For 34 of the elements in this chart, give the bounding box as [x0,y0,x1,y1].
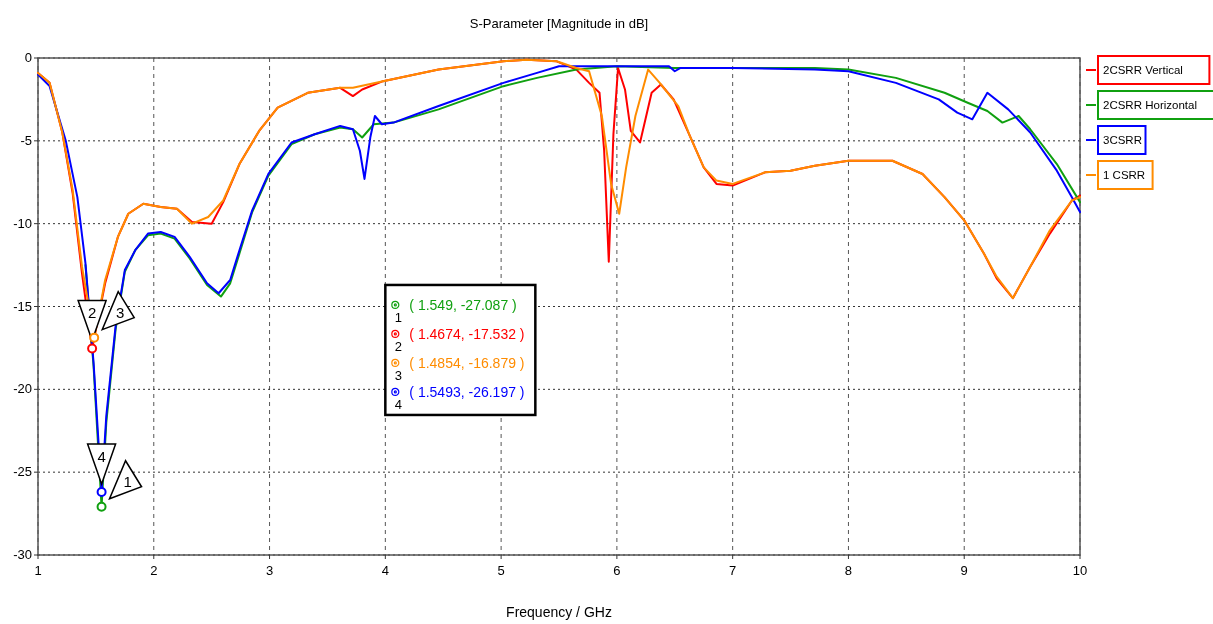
legend-label: 2CSRR Vertical [1103,64,1183,76]
x-tick-label: 10 [1072,563,1088,578]
x-tick-label: 9 [960,563,968,578]
x-axis-title: Frequency / GHz [506,604,612,620]
annotation: ( 1.5493, -26.197 ) [409,383,525,400]
x-tick-label: 2 [150,563,158,578]
y-tick-label: -20 [13,381,32,397]
annotation: ( 1.4674, -17.532 ) [409,325,525,342]
legend-label: 1 CSRR [1103,169,1146,181]
x-tick-label: 4 [381,563,389,578]
y-tick-label: -30 [13,547,32,562]
x-tick-label: 5 [497,563,505,578]
y-tick-label: 0 [24,50,32,65]
annotation: ( 1.549, -27.087 ) [409,296,517,313]
x-tick-label: 8 [844,563,853,578]
chart-title: S-Parameter [Magnitude in dB] [469,16,649,31]
x-tick-label: 7 [729,563,737,578]
annotation: 3 [116,303,125,321]
annotation: 2 [87,304,97,322]
y-tick-label: -10 [13,215,32,231]
marker-key: 3 ( 1.4854, -16.879 ) [391,354,525,383]
x-tick-label: 1 [34,563,42,578]
x-tick-label: 3 [265,563,274,578]
marker-key: 4 ( 1.5493, -26.197 ) [391,383,525,412]
y-tick-label: -5 [20,132,32,148]
legend-label: 3CSRR [1103,134,1142,146]
annotation: 1 [123,472,132,490]
y-tick-label: -15 [13,298,32,314]
x-tick-label: 6 [613,563,621,578]
marker-key: 2 ( 1.4674, -17.532 ) [391,325,525,354]
legend-label: 2CSRR Horizontal [1103,99,1197,111]
marker-key: 1 ( 1.549, -27.087 ) [391,296,517,325]
annotation: ( 1.4854, -16.879 ) [409,354,525,371]
y-tick-label: -25 [13,464,32,480]
